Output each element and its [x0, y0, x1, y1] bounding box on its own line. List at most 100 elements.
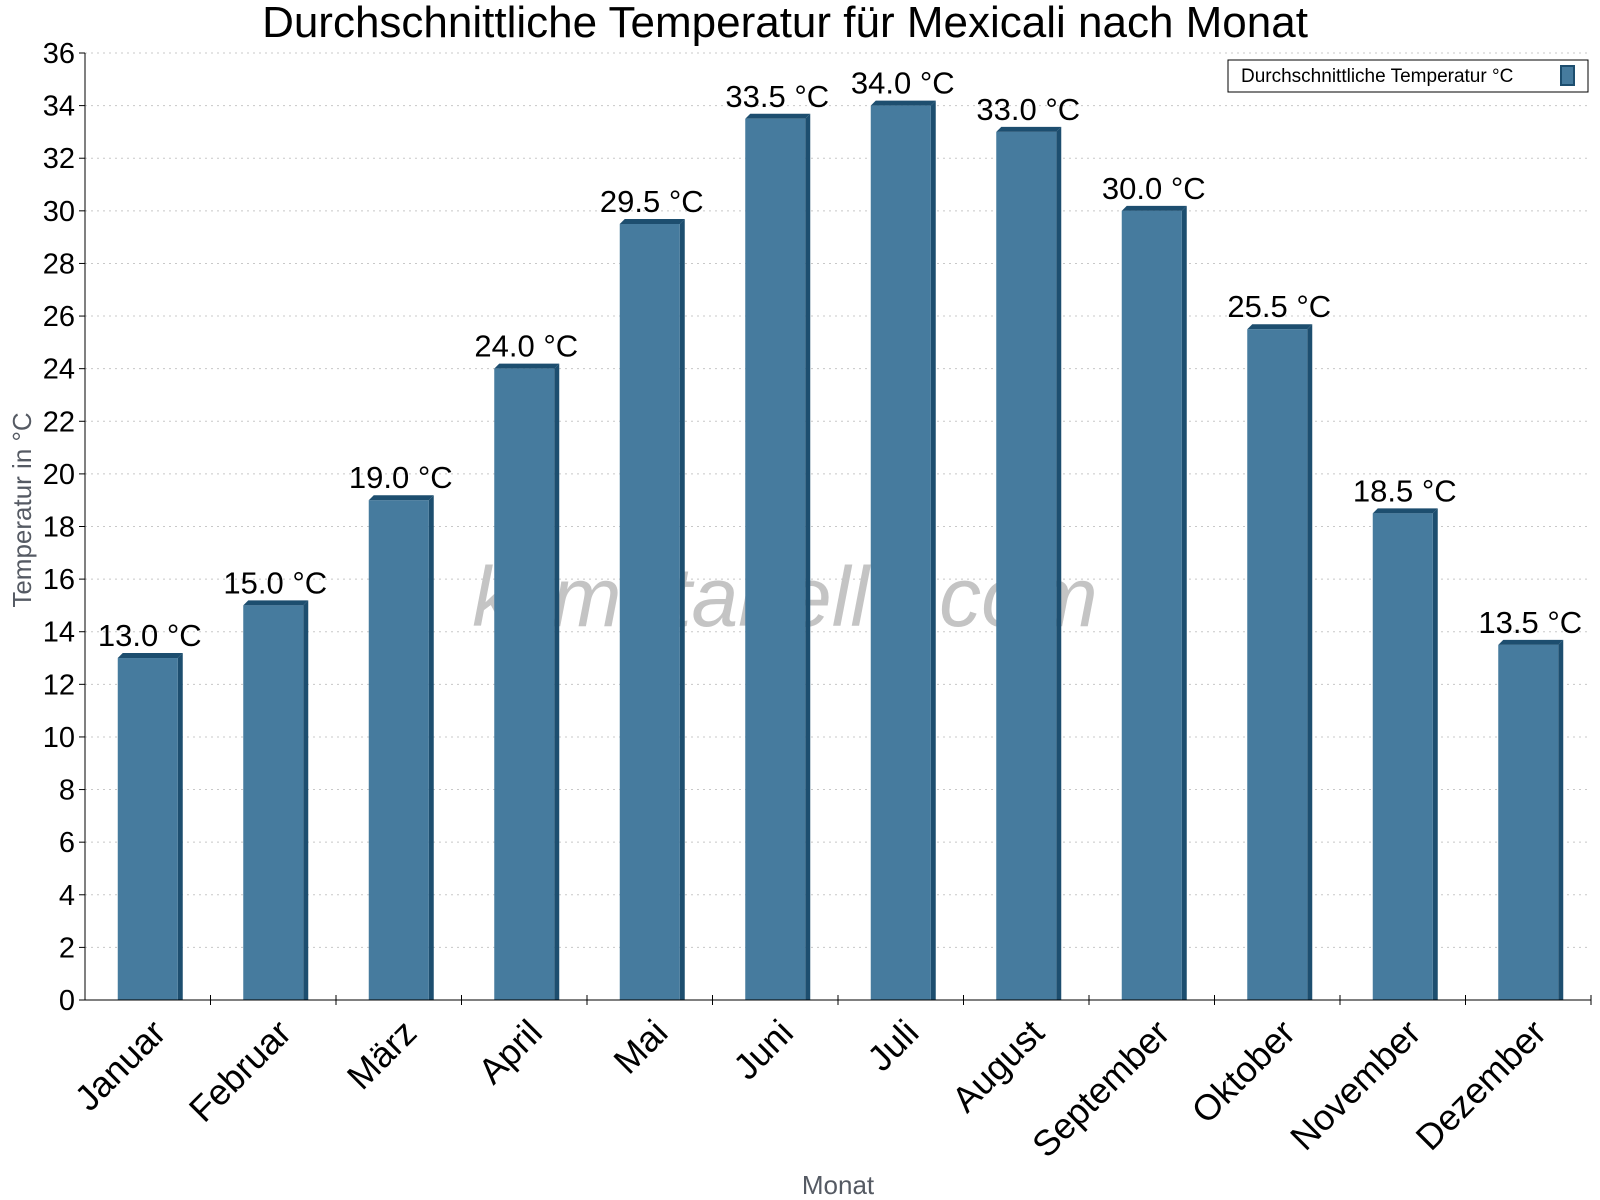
bar-side	[930, 100, 936, 1001]
bar	[996, 126, 1062, 1000]
data-label: 30.0 °C	[1102, 171, 1206, 206]
bar	[243, 600, 309, 1000]
legend-label: Durchschnittliche Temperatur °C	[1241, 66, 1513, 87]
bar	[1121, 205, 1187, 1001]
data-label: 33.0 °C	[976, 92, 1080, 127]
bar-top	[1121, 205, 1187, 211]
x-tick-label: November	[1282, 1012, 1428, 1158]
bar-side	[177, 653, 183, 1000]
legend-box	[1227, 59, 1589, 93]
bar-top	[1498, 639, 1564, 645]
bar-side	[554, 363, 560, 1001]
y-tick-label: 20	[43, 459, 75, 491]
bar-side	[1558, 639, 1564, 1000]
axes	[84, 53, 1592, 1005]
x-tick-label: Dezember	[1407, 1012, 1553, 1158]
bar	[1372, 508, 1438, 1000]
y-tick-label: 6	[59, 827, 75, 859]
bar-side	[1307, 324, 1313, 1000]
y-tick-label: 10	[43, 722, 75, 754]
data-label: 18.5 °C	[1353, 473, 1457, 508]
bar-face	[368, 500, 429, 1000]
bar-top	[243, 600, 309, 606]
y-tick-label: 0	[59, 985, 75, 1017]
bar-face	[1247, 329, 1308, 1000]
bar-top	[494, 363, 560, 369]
legend: Durchschnittliche Temperatur °C	[1227, 59, 1589, 93]
bar-face	[117, 658, 178, 1000]
bar	[745, 113, 811, 1000]
bar-side	[679, 218, 685, 1001]
x-tick-label: Mai	[605, 1012, 675, 1082]
y-axis-title: Temperatur in °C	[7, 412, 37, 607]
y-tick-label: 16	[43, 564, 75, 596]
bar-side	[1432, 508, 1438, 1000]
bar	[368, 495, 434, 1000]
y-tick-label: 2	[59, 932, 75, 964]
y-tick-label: 34	[43, 91, 75, 123]
bar-top	[1247, 324, 1313, 330]
bar-side	[1181, 205, 1187, 1001]
bar-top	[996, 126, 1062, 132]
data-label: 13.0 °C	[98, 618, 202, 653]
bar-top	[117, 653, 183, 659]
data-label: 33.5 °C	[725, 79, 829, 114]
x-tick-label: Februar	[181, 1012, 299, 1130]
bar-face	[243, 605, 304, 1000]
y-tick-label: 12	[43, 669, 75, 701]
y-tick-label: 24	[43, 354, 75, 386]
x-tick-label: Juli	[859, 1012, 926, 1079]
bar-face	[494, 368, 555, 1001]
data-label: 29.5 °C	[600, 184, 704, 219]
bar-side	[805, 113, 811, 1000]
bar-face	[745, 118, 806, 1000]
bar-top	[745, 113, 811, 119]
data-label: 15.0 °C	[223, 565, 327, 600]
bars	[117, 100, 1564, 1001]
bar-side	[428, 495, 434, 1000]
data-labels: 13.0 °C 15.0 °C 19.0 °C 24.0 °C 29.5 °C 33.5 …	[98, 66, 1582, 653]
x-tick-label: April	[470, 1012, 550, 1092]
y-tick-label: 36	[43, 38, 75, 70]
x-axis-ticks: Januar Februar März April Mai Juni Juli AugustS…	[67, 1012, 1554, 1166]
y-tick-label: 26	[43, 301, 75, 333]
x-axis-title: Monat	[802, 1170, 875, 1200]
bar-top	[870, 100, 936, 106]
data-label: 19.0 °C	[349, 460, 453, 495]
bar-top	[1372, 508, 1438, 514]
bar-face	[870, 105, 931, 1001]
gridlines	[85, 52, 1591, 948]
bar-side	[303, 600, 309, 1000]
x-tick-label: Oktober	[1183, 1012, 1303, 1132]
data-label: 13.5 °C	[1478, 605, 1582, 640]
bar-face	[1372, 513, 1433, 1000]
bar-face	[1121, 210, 1182, 1001]
legend-swatch	[1560, 65, 1575, 86]
bar-face	[1498, 644, 1559, 1000]
x-tick-label: März	[339, 1012, 425, 1098]
data-label: 25.5 °C	[1227, 289, 1331, 324]
x-tick-label: Juni	[725, 1012, 801, 1088]
y-tick-label: 30	[43, 196, 75, 228]
y-tick-label: 32	[43, 143, 75, 175]
bar	[619, 218, 685, 1001]
y-tick-label: 8	[59, 775, 75, 807]
x-tick-label: Januar	[67, 1012, 174, 1119]
y-tick-label: 4	[59, 880, 75, 912]
bar	[1498, 639, 1564, 1000]
bar-top	[619, 218, 685, 224]
bar-face	[619, 223, 680, 1001]
bar-top	[368, 495, 434, 501]
y-tick-label: 22	[43, 406, 75, 438]
bar	[494, 363, 560, 1001]
data-label: 34.0 °C	[851, 66, 955, 101]
y-tick-label: 18	[43, 512, 75, 544]
bar-face	[996, 131, 1057, 1000]
x-tick-label: September	[1024, 1012, 1178, 1166]
bar-side	[1056, 126, 1062, 1000]
y-tick-label: 28	[43, 248, 75, 280]
chart-title: Durchschnittliche Temperatur für Mexical…	[262, 0, 1308, 47]
bar	[1247, 324, 1313, 1000]
